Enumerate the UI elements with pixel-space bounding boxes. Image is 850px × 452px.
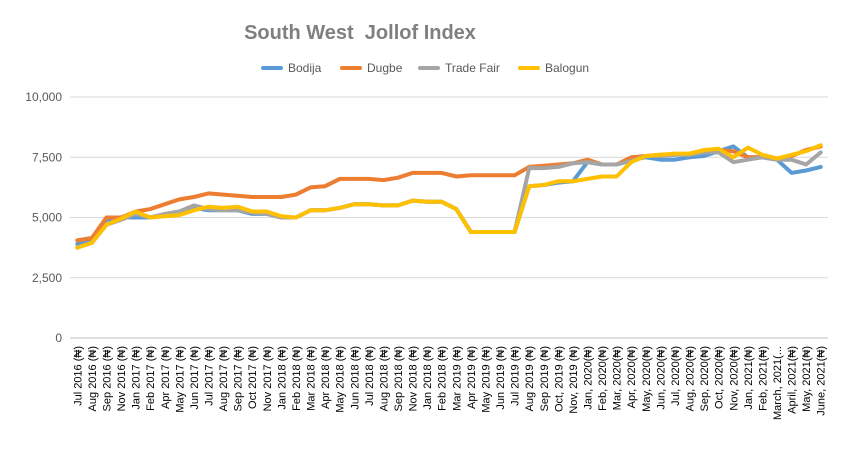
x-tick-label: Nov 2018 (₦): [408, 346, 420, 411]
x-tick-label: Feb 2018 (₦): [291, 346, 303, 411]
x-tick-label: Jul 2017 (₦): [203, 346, 215, 406]
x-tick-label: Nov 2017 (₦): [262, 346, 274, 411]
series-line-balogun: [75, 143, 823, 250]
legend-label: Bodija: [288, 61, 322, 75]
x-tick-label: Apr, 2020(₦): [626, 346, 638, 408]
y-tick-label: 0: [55, 331, 62, 345]
x-tick-label: Aug 2017 (₦): [218, 346, 230, 411]
x-tick-label: Jun 2018 (₦): [349, 346, 361, 410]
x-tick-label: Feb 2017 (₦): [145, 346, 157, 411]
chart-title: South West Jollof Index: [244, 22, 476, 44]
x-tick-label: Apr 2017 (₦): [160, 346, 172, 409]
x-tick-label: Jun, 2020(₦): [655, 346, 667, 410]
x-tick-label: Sep 2016 (₦): [101, 346, 113, 411]
x-tick-label: Jun 2017 (₦): [189, 346, 201, 410]
x-tick-label: Nov 2016 (₦): [116, 346, 128, 411]
x-tick-label: Jan 2017 (₦): [131, 346, 143, 410]
x-tick-label: Jul 2018 (₦): [364, 346, 376, 406]
x-tick-label: Sep, 2020(₦): [699, 346, 711, 411]
x-tick-label: April, 2021(₦): [787, 346, 799, 414]
x-tick-label: May 2018 (₦): [335, 346, 347, 413]
x-tick-label: Jan, 2020(₦): [582, 346, 594, 410]
x-tick-label: Jul, 2020(₦): [670, 346, 682, 406]
x-tick-label: Apr 2018 (₦): [320, 346, 332, 409]
x-tick-label: Jan, 2021(₦): [743, 346, 755, 410]
x-tick-label: May, 2020(₦): [641, 346, 653, 412]
series-line-bodija: [75, 144, 823, 246]
x-tick-label: Aug, 2020(₦): [685, 346, 697, 411]
x-tick-label: Jul 2016 (₦): [72, 346, 84, 406]
x-tick-label: Sep 2017 (₦): [233, 346, 245, 411]
x-tick-label: Aug 2019 (₦): [524, 346, 536, 411]
x-tick-label: Mar 2019 (₦): [451, 346, 463, 411]
x-tick-label: Feb, 2021(₦): [757, 346, 769, 411]
y-tick-label: 10,000: [25, 90, 62, 104]
x-tick-label: Jul 2019 (₦): [510, 346, 522, 406]
x-tick-label: Sep 2018 (₦): [393, 346, 405, 411]
x-tick-label: Nov, 2020(₦): [728, 346, 740, 411]
x-tick-label: Feb, 2020(₦): [597, 346, 609, 411]
x-tick-label: Oct 2017 (₦): [247, 346, 259, 409]
legend-label: Balogun: [545, 61, 589, 75]
x-tick-label: Oct, 2019 (₦): [553, 346, 565, 412]
x-tick-label: Jun 2019 (₦): [495, 346, 507, 410]
series-line-trade-fair: [75, 150, 823, 250]
x-tick-label: Aug 2016 (₦): [87, 346, 99, 411]
y-tick-label: 7,500: [32, 150, 62, 164]
x-tick-label: May 2019 (₦): [480, 346, 492, 413]
legend-label: Dugbe: [367, 61, 403, 75]
x-tick-label: March, 2021(...: [772, 346, 784, 420]
x-tick-label: Feb 2018 (₦): [437, 346, 449, 411]
x-tick-label: May, 2021(₦): [801, 346, 813, 412]
x-tick-label: June, 2021(₦): [816, 346, 828, 416]
x-tick-label: May 2017 (₦): [174, 346, 186, 413]
y-tick-label: 2,500: [32, 271, 62, 285]
x-tick-label: Oct, 2020(₦): [714, 346, 726, 409]
x-tick-label: Nov, 2019 (₦): [568, 346, 580, 414]
x-tick-label: Mar, 2020(₦): [612, 346, 624, 410]
x-tick-label: Apr 2019 (₦): [466, 346, 478, 409]
legend-label: Trade Fair: [445, 61, 500, 75]
y-tick-label: 5,000: [32, 211, 62, 225]
x-tick-label: Mar 2018 (₦): [306, 346, 318, 411]
series-line-dugbe: [75, 144, 823, 243]
x-tick-label: Sep 2019 (₦): [539, 346, 551, 411]
x-tick-label: Aug 2018 (₦): [378, 346, 390, 411]
x-tick-label: Jan 2018 (₦): [276, 346, 288, 410]
x-tick-label: Jan 2018 (₦): [422, 346, 434, 410]
